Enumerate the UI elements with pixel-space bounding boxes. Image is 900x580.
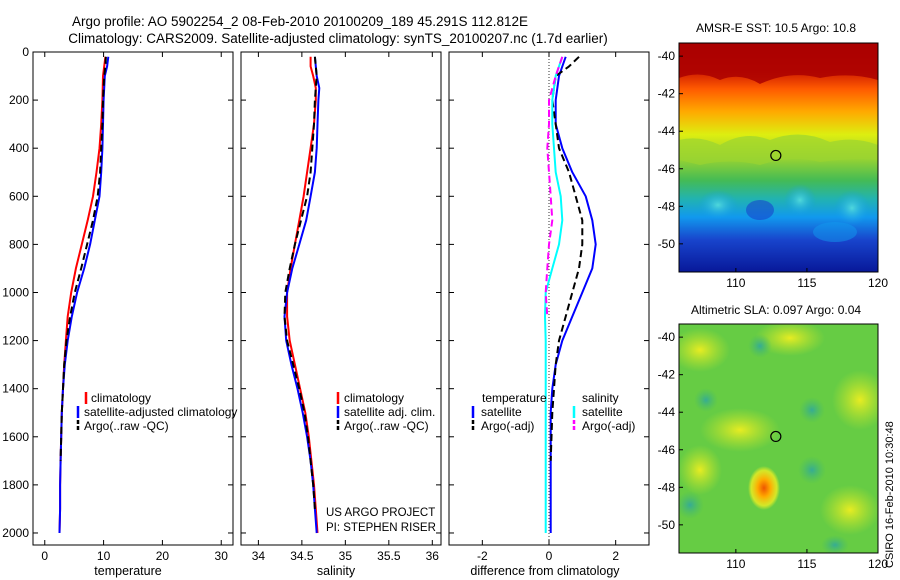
temperature-legend: climatology satellite-adjusted climatolo… (76, 391, 237, 433)
y-tick-label: -40 (658, 330, 676, 344)
y-tick-label: -44 (658, 124, 676, 138)
y-tick-label: -50 (658, 237, 676, 251)
series-line-argo-raw-qc (59, 56, 107, 461)
difference-x-axis-label: difference from climatology (470, 564, 620, 578)
y-tick-label: 200 (9, 93, 29, 107)
legend-label-satellite-adjusted: satellite-adjusted climatology (84, 405, 237, 419)
sla-map-frame (678, 323, 879, 554)
project-label: US ARGO PROJECT (326, 507, 435, 519)
difference-panel: -2 0 2 difference from climatology tempera… (448, 51, 650, 578)
difference-legend: temperature satellite Argo(-adj) salinit… (471, 391, 635, 433)
temperature-axes-frame (32, 51, 234, 546)
x-tick-label: 0 (546, 549, 553, 563)
figure-title-line2: Climatology: CARS2009. Satellite-adjuste… (68, 31, 608, 46)
y-tick-label: 1000 (2, 285, 29, 299)
x-tick-label: 115 (797, 276, 816, 290)
legend-label-temp-argo: Argo(-adj) (481, 419, 534, 433)
legend-label-argo: Argo(..raw -QC) (344, 419, 429, 433)
argo-location-marker (770, 149, 782, 162)
y-tick-label: 600 (9, 189, 29, 203)
y-tick-label: 1200 (2, 334, 29, 348)
series-line-salinity-satellite (544, 56, 564, 533)
x-tick-label: 20 (156, 549, 170, 563)
series-line-salinity-argo-adj (544, 56, 564, 317)
y-tick-label: -46 (658, 162, 676, 176)
sst-map-panel: AMSR-E SST: 10.5 Argo: 10.8 110 115 120 -40… (658, 21, 889, 290)
legend-label-climatology: climatology (91, 391, 151, 405)
y-tick-label: 800 (9, 237, 29, 251)
legend-title-temperature: temperature (482, 391, 547, 405)
sla-map-panel: Altimetric SLA: 0.097 Argo: 0.04 110 115 1… (658, 303, 889, 571)
temperature-panel: 0 10 20 30 0 200 400 600 800 1000 1200 1400 1600 1800… (2, 45, 237, 578)
legend-label-sal-argo: Argo(-adj) (582, 419, 635, 433)
sst-map-title: AMSR-E SST: 10.5 Argo: 10.8 (696, 21, 856, 35)
pi-label: PI: STEPHEN RISER (326, 522, 436, 534)
sla-heatmap-field (679, 324, 878, 553)
x-tick-label: 120 (868, 557, 888, 571)
legend-label-climatology: climatology (344, 391, 404, 405)
salinity-panel: 34 34.5 35 35.5 36 salinity climatology sate… (240, 51, 442, 578)
salinity-x-axis-label: salinity (317, 564, 356, 578)
legend-label-satellite-adj: satellite adj. clim. (344, 405, 435, 419)
legend-label-temp-satellite: satellite (481, 405, 522, 419)
x-tick-label: 30 (215, 549, 229, 563)
csiro-timestamp-label: CSIRO 16-Feb-2010 10:30:48 (884, 421, 896, 568)
y-tick-label: -50 (658, 518, 676, 532)
legend-title-salinity: salinity (582, 391, 619, 405)
x-tick-label: 110 (726, 557, 745, 571)
sst-heatmap-field (679, 43, 878, 272)
x-tick-label: 35.5 (377, 549, 401, 563)
legend-label-sal-satellite: satellite (582, 405, 623, 419)
argo-location-marker (770, 430, 782, 443)
x-tick-label: 34 (252, 549, 266, 563)
salinity-axes-frame (240, 51, 442, 546)
x-tick-label: 110 (726, 276, 745, 290)
x-tick-label: 0 (41, 549, 48, 563)
y-tick-label: -40 (658, 49, 676, 63)
y-tick-label: -48 (658, 480, 676, 494)
x-tick-label: 35 (339, 549, 353, 563)
salinity-legend: climatology satellite adj. clim. Argo(..… (336, 391, 435, 433)
y-tick-label: 1600 (2, 430, 29, 444)
x-tick-label: 120 (868, 276, 888, 290)
y-tick-label: -42 (658, 87, 676, 101)
figure-title-line1: Argo profile: AO 5902254_2 08-Feb-2010 2… (72, 14, 528, 29)
y-tick-label: -42 (658, 368, 676, 382)
y-tick-label: 400 (9, 141, 29, 155)
legend-label-argo: Argo(..raw -QC) (84, 419, 169, 433)
sst-map-frame (678, 42, 879, 273)
y-tick-label: 2000 (2, 526, 29, 540)
y-tick-label: -46 (658, 443, 676, 457)
y-tick-label: 1800 (2, 478, 29, 492)
x-tick-label: 34.5 (290, 549, 314, 563)
series-line-temperature-satellite (549, 56, 597, 533)
x-tick-label: 10 (97, 549, 111, 563)
y-tick-label: -48 (658, 199, 676, 213)
y-tick-label: -44 (658, 405, 676, 419)
series-line-argo-raw-qc (283, 56, 318, 509)
y-tick-label: 1400 (2, 382, 29, 396)
y-tick-label: 0 (22, 45, 29, 59)
temperature-x-axis-label: temperature (94, 564, 161, 578)
x-tick-label: 2 (612, 549, 619, 563)
series-line-satellite-adj-clim (283, 56, 321, 534)
x-tick-label: -2 (477, 549, 488, 563)
sla-map-title: Altimetric SLA: 0.097 Argo: 0.04 (691, 303, 861, 317)
x-tick-label: 36 (426, 549, 440, 563)
x-tick-label: 115 (797, 557, 816, 571)
